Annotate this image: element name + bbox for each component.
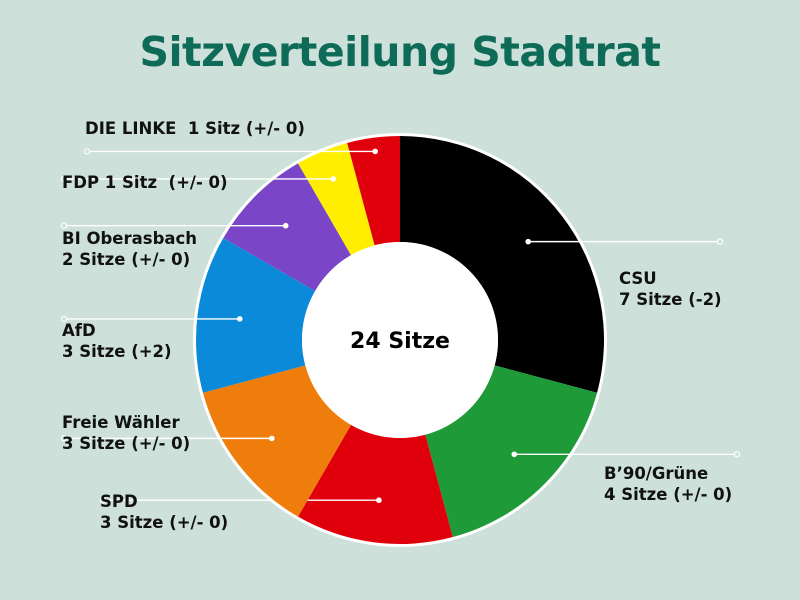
slice-fdp — [298, 142, 375, 256]
slice-label-seats: 7 Sitze (-2) — [619, 290, 722, 309]
slice-label-line: DIE LINKE 1 Sitz (+/- 0) — [85, 119, 305, 138]
slice-label-seats: 2 Sitze (+/- 0) — [62, 250, 191, 269]
slice-label-seats: 4 Sitze (+/- 0) — [604, 485, 733, 504]
slice-label: CSU 7 Sitze (-2) — [619, 268, 722, 310]
leader-dot-inner — [525, 238, 532, 245]
leader-dot-outer — [60, 175, 68, 183]
slice-die-linke — [347, 136, 400, 246]
leader-dot-outer — [60, 222, 68, 229]
slice-csu — [400, 136, 605, 393]
leader-dot-inner — [511, 451, 518, 458]
slice-label: Freie Wähler 3 Sitze (+/- 0) — [62, 412, 190, 454]
slice-label-line: BI Oberasbach — [62, 229, 198, 248]
slice-label: AfD 3 Sitze (+2) — [62, 320, 172, 362]
slice-label: B’90/Grüne 4 Sitze (+/- 0) — [604, 463, 732, 505]
leader-dot-outer — [733, 451, 741, 458]
slice-label-seats: 3 Sitze (+/- 0) — [100, 513, 229, 532]
slice-freie-wähler — [202, 365, 351, 517]
slice-label: DIE LINKE 1 Sitz (+/- 0) — [85, 118, 305, 139]
leader-dot-outer — [716, 238, 724, 245]
center-total-label: 24 Sitze — [350, 329, 450, 354]
leader-dot-inner — [268, 435, 275, 442]
leader-dot-inner — [372, 148, 378, 155]
slice-label-line: B’90/Grüne — [604, 464, 709, 483]
slice-label-seats: 3 Sitze (+/- 0) — [62, 434, 191, 453]
slice-label: SPD 3 Sitze (+/- 0) — [100, 491, 228, 533]
leader-dot-outer — [99, 497, 107, 504]
slice-label-line: CSU — [619, 269, 657, 288]
leader-dot-outer — [60, 435, 68, 442]
slice-label-line: FDP 1 Sitz (+/- 0) — [62, 173, 228, 192]
slice-afd — [196, 238, 316, 393]
leader-dot-inner — [282, 222, 289, 229]
donut-hole — [302, 242, 498, 438]
slice-label-seats: 3 Sitze (+2) — [62, 342, 172, 361]
leader-dot-outer — [60, 315, 68, 323]
slice-label: BI Oberasbach 2 Sitze (+/- 0) — [62, 228, 197, 270]
slice-b-90-grüne — [425, 365, 598, 538]
leader-dot-inner — [376, 497, 382, 504]
slice-spd — [298, 424, 453, 545]
slice-label-line: AfD — [62, 321, 96, 340]
slice-label: FDP 1 Sitz (+/- 0) — [62, 172, 228, 193]
leader-dot-outer — [83, 148, 91, 155]
leader-dot-inner — [330, 176, 337, 182]
slice-label-line: SPD — [100, 492, 138, 511]
chart-title: Sitzverteilung Stadtrat — [139, 28, 661, 76]
leader-dot-inner — [236, 316, 243, 322]
slice-label-line: Freie Wähler — [62, 413, 180, 432]
